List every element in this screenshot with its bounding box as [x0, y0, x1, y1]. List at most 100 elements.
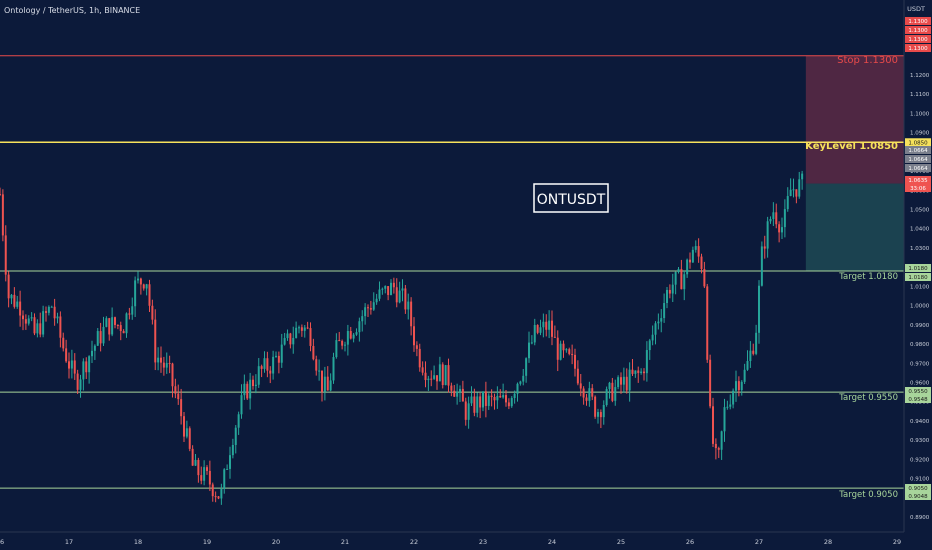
candle-body [277, 355, 280, 363]
candle-body [234, 427, 237, 445]
candle-body [50, 306, 53, 308]
candle-body [490, 395, 493, 397]
candle-body [410, 301, 413, 327]
candle-body [272, 356, 275, 374]
candle-body [533, 324, 536, 343]
stop-badge-bg [905, 44, 931, 52]
target-1-badge-bg [905, 264, 931, 272]
candle-body [496, 395, 499, 401]
stop-label: Stop 1.1300 [837, 55, 898, 66]
candle-body [602, 405, 605, 418]
candle-body [47, 306, 50, 313]
candle-body [737, 381, 740, 391]
price-tick-label: 1.0400 [910, 227, 930, 233]
candle-body [732, 390, 735, 405]
price-tick-label: 1.0300 [910, 246, 930, 252]
candle-body [154, 319, 157, 363]
candle-body [450, 385, 453, 391]
candle-body [433, 375, 436, 379]
candle-body [605, 389, 608, 406]
candle-body [24, 319, 27, 324]
candle-body [367, 307, 369, 309]
candle-body [792, 189, 795, 191]
candle-body [306, 327, 309, 329]
candle-body [229, 455, 231, 469]
candle-body [588, 388, 591, 401]
candle-body [689, 259, 691, 263]
candle-body [528, 342, 530, 359]
candle-body [237, 414, 240, 428]
candle-body [346, 331, 349, 345]
candle-body [591, 388, 594, 397]
candle-body [717, 448, 720, 450]
candle-body [312, 345, 315, 360]
stop-badge-bg [905, 26, 931, 34]
candle-body [608, 382, 611, 390]
candle-body [387, 286, 390, 295]
candle-body [568, 349, 571, 354]
candle-body [786, 196, 789, 210]
candle-body [743, 369, 746, 382]
candle-body [640, 371, 643, 373]
candle-body [355, 332, 358, 335]
price-tick-label: 0.9800 [910, 342, 930, 348]
candle-body [700, 256, 703, 270]
grey-badge-bg [905, 164, 931, 172]
candle-body [33, 317, 36, 334]
candle-body [10, 294, 13, 299]
candle-body [493, 396, 496, 401]
time-axis-ticks[interactable]: 16 17 18 19 20 21 22 23 24 25 26 27 28 29 [0, 538, 901, 546]
candle-body [763, 246, 766, 249]
candle-body [349, 331, 352, 339]
candle-body [246, 383, 249, 399]
candle-body [576, 368, 579, 384]
candle-body [162, 362, 165, 368]
candle-body [53, 306, 56, 319]
candle-body [634, 370, 637, 374]
candle-body [740, 381, 743, 391]
grey-badge-bg [905, 155, 931, 163]
stop-badge: 1.1300 [908, 46, 928, 52]
candle-body [614, 387, 617, 401]
candle-body [289, 333, 292, 345]
candle-body [128, 313, 131, 315]
candle-body [56, 316, 59, 319]
candle-body [418, 348, 421, 368]
candle-body [427, 378, 430, 381]
time-tick-label: 16 [0, 538, 4, 546]
candle-body [65, 348, 68, 362]
candle-body [254, 384, 257, 387]
time-tick-label: 20 [272, 538, 280, 546]
candle-body [249, 379, 252, 399]
candle-body [148, 284, 151, 306]
candle-body [338, 340, 341, 342]
candle-body [579, 383, 582, 389]
candle-body [749, 350, 752, 362]
grey-badge: 1.0664 [908, 148, 928, 154]
stop-badge: 1.1300 [908, 19, 928, 25]
time-tick-label: 19 [203, 538, 211, 546]
grey-badge-bg [905, 146, 931, 154]
candle-body [108, 318, 111, 335]
candle-body [197, 459, 200, 476]
candle-body [571, 353, 574, 355]
target-3-label: Target 0.9050 [838, 490, 898, 500]
candle-body [79, 379, 82, 390]
candle-body [122, 331, 125, 334]
candle-body [686, 259, 689, 275]
countdown-badge-bg [905, 184, 931, 192]
candle-body [628, 369, 631, 391]
candle-body [220, 489, 223, 499]
candle-body [461, 388, 464, 402]
candle-body [729, 404, 732, 407]
candle-body [183, 416, 185, 437]
price-tick-label: 1.0000 [910, 304, 930, 310]
candle-body [59, 316, 62, 338]
candle-body [217, 496, 220, 499]
keylevel-badge-bg [905, 138, 931, 147]
candle-body [145, 284, 148, 289]
candle-body [657, 321, 660, 324]
